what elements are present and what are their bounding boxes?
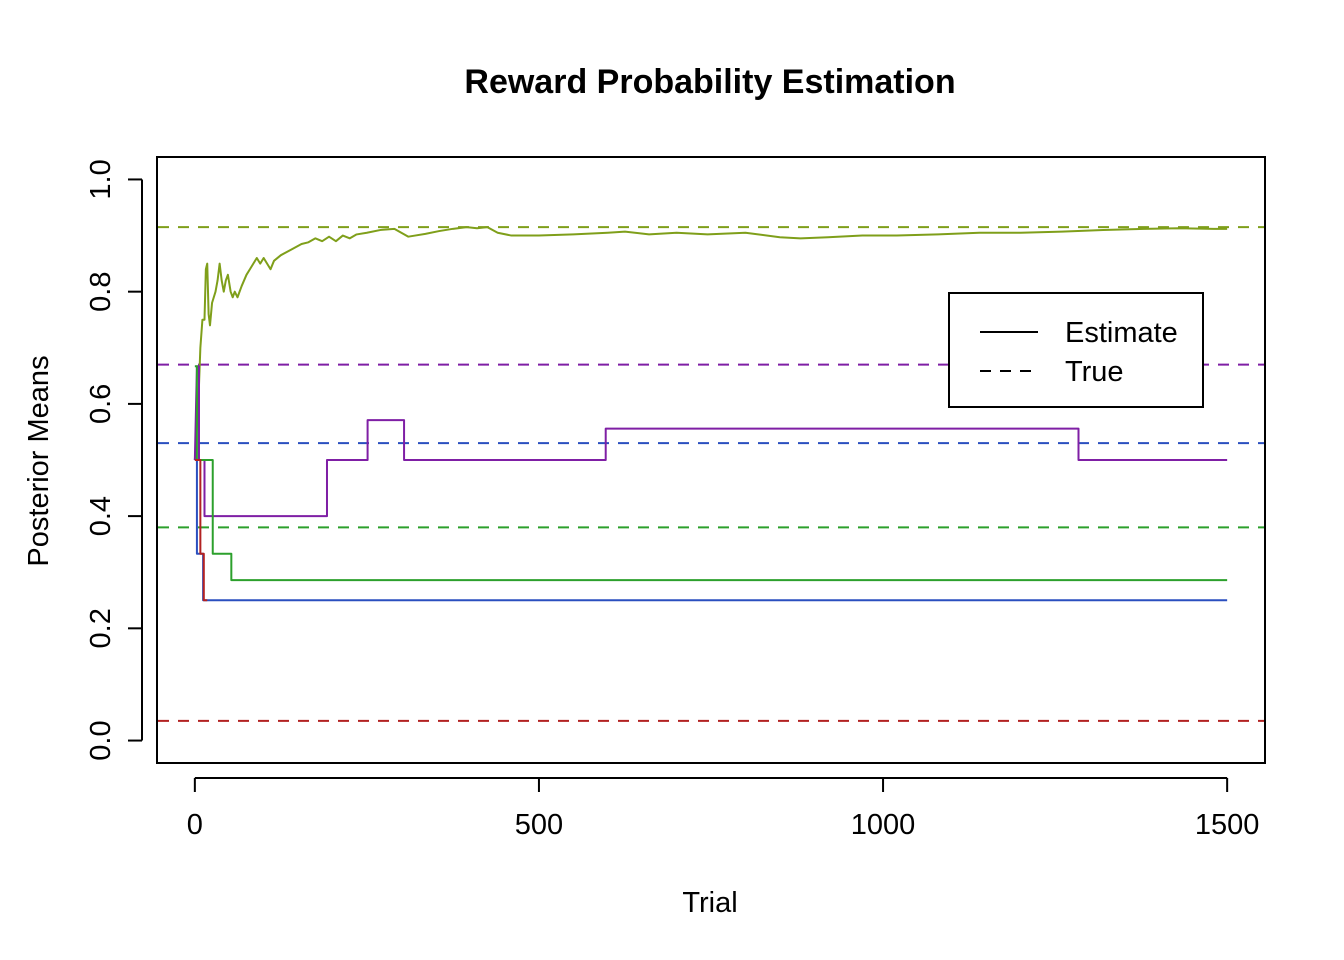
legend-true-label: True [1065, 356, 1124, 388]
estimate-line-1 [193, 365, 1228, 518]
plot-frame [156, 156, 1266, 764]
y-tick-label-4: 0.8 [85, 272, 117, 312]
y-tick-label-2: 0.4 [85, 496, 117, 536]
x-tick-label-2: 1000 [851, 809, 916, 841]
y-tick-label-0: 0.0 [85, 720, 117, 760]
x-tick-label-0: 0 [187, 809, 203, 841]
legend-estimate-label: Estimate [1065, 317, 1178, 349]
y-tick-label-3: 0.6 [85, 384, 117, 424]
estimate-line-0 [193, 226, 1228, 461]
legend: Estimate True [948, 292, 1204, 408]
x-tick-label-3: 1500 [1195, 809, 1260, 841]
x-axis-label: Trial [682, 887, 737, 919]
y-axis: 0.0 0.2 0.4 0.6 0.8 1.0 [85, 159, 143, 761]
legend-box [948, 292, 1204, 408]
y-tick-label-5: 1.0 [85, 159, 117, 199]
estimate-line-3 [194, 365, 1228, 582]
estimate-lines [193, 226, 1228, 602]
y-tick-label-1: 0.2 [85, 608, 117, 648]
x-tick-label-1: 500 [515, 809, 563, 841]
chart-title: Reward Probability Estimation [464, 63, 955, 101]
x-axis: 0 500 1000 1500 [187, 777, 1260, 841]
estimate-line-4 [194, 459, 208, 602]
y-axis-label: Posterior Means [23, 355, 55, 566]
